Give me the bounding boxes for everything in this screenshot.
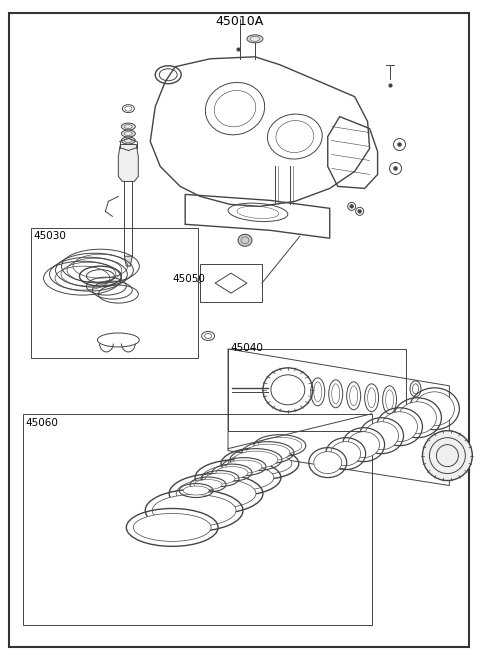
Text: 45040: 45040: [230, 343, 263, 353]
Polygon shape: [119, 144, 138, 182]
Ellipse shape: [205, 473, 235, 484]
Text: 45050: 45050: [172, 274, 205, 284]
Ellipse shape: [258, 437, 302, 454]
Ellipse shape: [226, 460, 262, 473]
Polygon shape: [124, 256, 132, 266]
Ellipse shape: [398, 401, 436, 434]
Ellipse shape: [415, 392, 455, 426]
Ellipse shape: [121, 123, 135, 130]
Ellipse shape: [365, 422, 398, 449]
Text: 45060: 45060: [25, 418, 59, 428]
Ellipse shape: [194, 480, 222, 489]
Circle shape: [394, 167, 397, 171]
Ellipse shape: [382, 412, 418, 441]
Ellipse shape: [176, 479, 256, 508]
Ellipse shape: [348, 432, 380, 458]
Ellipse shape: [133, 514, 211, 541]
Ellipse shape: [246, 444, 290, 461]
Ellipse shape: [216, 466, 248, 479]
Ellipse shape: [228, 453, 292, 474]
Ellipse shape: [247, 35, 263, 43]
Circle shape: [358, 210, 361, 213]
Ellipse shape: [202, 464, 274, 491]
Ellipse shape: [121, 130, 135, 137]
Text: 45030: 45030: [34, 232, 66, 241]
Ellipse shape: [331, 441, 360, 466]
Ellipse shape: [121, 137, 135, 144]
Ellipse shape: [152, 495, 236, 526]
Ellipse shape: [238, 234, 252, 246]
Ellipse shape: [314, 451, 342, 474]
Ellipse shape: [183, 486, 209, 495]
FancyBboxPatch shape: [9, 13, 469, 647]
Ellipse shape: [234, 451, 278, 468]
Circle shape: [397, 142, 402, 146]
Text: 45010A: 45010A: [216, 15, 264, 28]
Ellipse shape: [422, 431, 472, 481]
Circle shape: [350, 205, 353, 208]
